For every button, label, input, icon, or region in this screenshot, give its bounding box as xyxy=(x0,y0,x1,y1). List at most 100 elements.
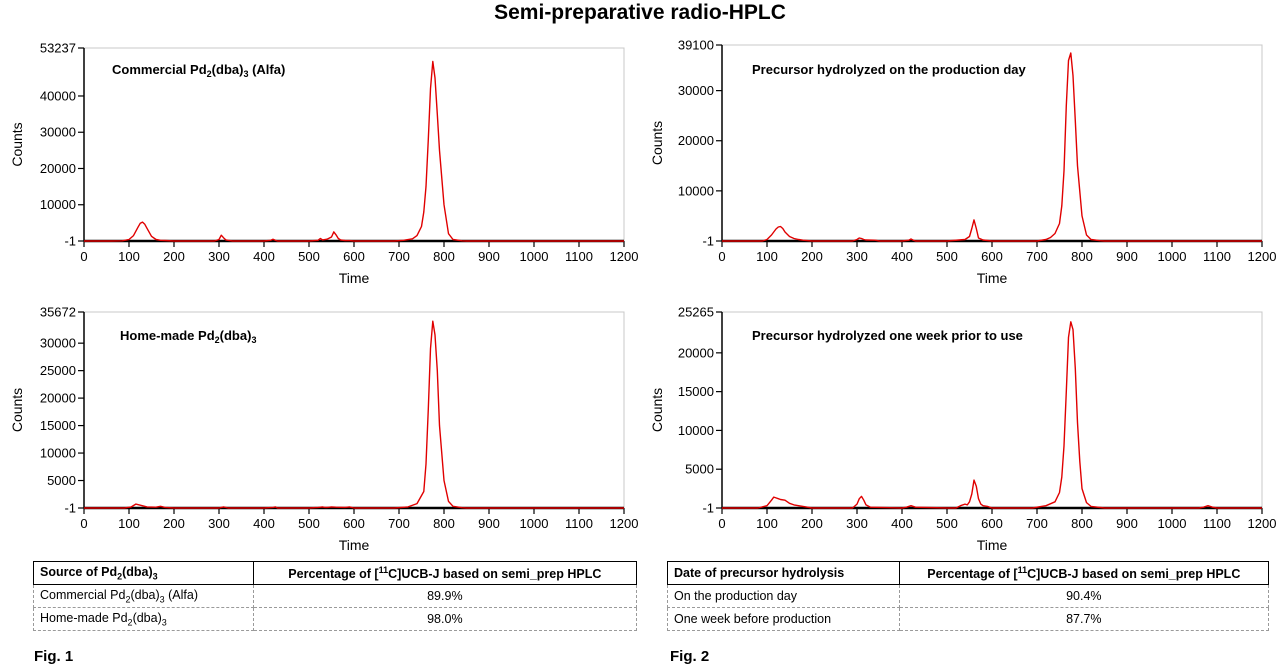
chart-home-made-pd: Home-made Pd2(dba)3 0 100 200 300 400 500 600 7… xyxy=(9,305,638,554)
table-cell-source: Commercial Pd2(dba)3 (Alfa) xyxy=(33,584,254,608)
x-tick-label: 1000 xyxy=(1158,249,1187,264)
table-cell-percentage: 90.4% xyxy=(898,584,1270,608)
y-tick-label: 25265 xyxy=(678,305,714,320)
x-tick-label: 400 xyxy=(891,249,913,264)
x-tick-label: 700 xyxy=(1026,249,1048,264)
x-tick-label: 600 xyxy=(981,516,1003,531)
series-line xyxy=(84,320,624,509)
x-tick-label: 500 xyxy=(298,249,320,264)
x-tick-label: 700 xyxy=(388,249,410,264)
x-tick-label: 700 xyxy=(1026,516,1048,531)
x-tick-label: 400 xyxy=(253,516,275,531)
y-tick-label: 40000 xyxy=(40,88,76,103)
x-axis-title: Time xyxy=(339,270,370,286)
table-header-date: Date of precursor hydrolysis xyxy=(667,561,900,585)
y-tick-label: 30000 xyxy=(40,125,76,140)
y-tick-label: 20000 xyxy=(40,161,76,176)
panel-label-home-made: Home-made Pd2(dba)3 xyxy=(120,328,256,345)
table-row: Commercial Pd2(dba)3 (Alfa) 89.9% xyxy=(33,584,638,608)
x-tick-label: 1000 xyxy=(520,516,549,531)
x-tick-label: 1100 xyxy=(565,516,593,531)
x-tick-label: 500 xyxy=(936,249,958,264)
table-cell-percentage: 87.7% xyxy=(898,607,1270,631)
panel-label-commercial: Commercial Pd2(dba)3 (Alfa) xyxy=(112,62,285,79)
series-line xyxy=(84,60,624,242)
x-tick-label: 0 xyxy=(80,516,87,531)
y-tick-label: 20000 xyxy=(40,391,76,406)
x-tick-label: 600 xyxy=(343,249,365,264)
x-tick-label: 200 xyxy=(801,249,823,264)
x-tick-label: 500 xyxy=(936,516,958,531)
x-tick-label: 1100 xyxy=(1203,516,1231,531)
y-axis-title: Counts xyxy=(9,122,25,166)
x-tick-label: 300 xyxy=(846,249,868,264)
panel-label-production-day: Precursor hydrolyzed on the production d… xyxy=(752,62,1027,77)
table-cell-percentage: 89.9% xyxy=(252,584,638,608)
x-tick-label: 400 xyxy=(253,249,275,264)
table-cell-date: One week before production xyxy=(667,607,900,631)
table-cell-source: Home-made Pd2(dba)3 xyxy=(33,607,254,631)
x-tick-label: 1200 xyxy=(1248,516,1277,531)
chart-commercial-pd: Commercial Pd2(dba)3 (Alfa) 0 100 200 300 40… xyxy=(9,41,639,287)
panel-label-one-week: Precursor hydrolyzed one week prior to u… xyxy=(752,328,1023,343)
x-tick-label: 700 xyxy=(388,516,410,531)
figure-label-2: Fig. 2 xyxy=(670,648,710,665)
y-tick-label: -1 xyxy=(64,501,76,516)
y-tick-label: -1 xyxy=(64,234,76,249)
x-tick-label: 0 xyxy=(718,249,725,264)
x-tick-label: 600 xyxy=(981,249,1003,264)
table-row: On the production day 90.4% xyxy=(667,584,1270,608)
x-tick-label: 0 xyxy=(80,249,87,264)
table-cell-date: On the production day xyxy=(667,584,900,608)
y-tick-label: 39100 xyxy=(678,38,714,53)
y-axis-title: Counts xyxy=(9,388,25,432)
y-tick-label: 25000 xyxy=(40,363,76,378)
x-tick-label: 500 xyxy=(298,516,320,531)
x-tick-label: 1000 xyxy=(1158,516,1187,531)
series-line xyxy=(722,321,1262,509)
table-header-row: Date of precursor hydrolysis Percentage … xyxy=(667,561,1270,585)
y-tick-label: -1 xyxy=(702,501,714,516)
page-title: Semi-preparative radio-HPLC xyxy=(494,1,786,24)
x-axis-title: Time xyxy=(977,537,1008,553)
x-tick-label: 600 xyxy=(343,516,365,531)
table-hydrolysis-date: Date of precursor hydrolysis Percentage … xyxy=(667,561,1270,631)
y-tick-label: 30000 xyxy=(40,336,76,351)
x-tick-label: 200 xyxy=(801,516,823,531)
table-cell-percentage: 98.0% xyxy=(252,607,638,631)
y-tick-label: 30000 xyxy=(678,83,714,98)
x-tick-label: 0 xyxy=(718,516,725,531)
table-row: One week before production 87.7% xyxy=(667,607,1270,631)
y-axis-title: Counts xyxy=(649,388,665,432)
x-tick-label: 300 xyxy=(846,516,868,531)
y-tick-label: 10000 xyxy=(678,183,714,198)
chart-hydrolyzed-one-week: Precursor hydrolyzed one week prior to u… xyxy=(649,305,1277,554)
x-tick-label: 1100 xyxy=(1203,249,1231,264)
x-tick-label: 1200 xyxy=(1248,249,1277,264)
x-tick-label: 1200 xyxy=(610,249,639,264)
y-tick-label: 5000 xyxy=(685,462,714,477)
table-header-percentage: Percentage of [11C]UCB-J based on semi_p… xyxy=(898,561,1270,585)
x-tick-label: 800 xyxy=(1071,249,1093,264)
series-line xyxy=(722,52,1262,242)
y-tick-label: -1 xyxy=(702,234,714,249)
x-axis-title: Time xyxy=(977,270,1008,286)
y-tick-label: 15000 xyxy=(40,418,76,433)
table-header-row: Source of Pd2(dba)3 Percentage of [11C]U… xyxy=(33,561,638,585)
x-tick-label: 100 xyxy=(756,516,778,531)
x-tick-label: 100 xyxy=(118,516,140,531)
x-tick-label: 100 xyxy=(118,249,140,264)
figure-label-1: Fig. 1 xyxy=(34,648,74,665)
x-tick-label: 400 xyxy=(891,516,913,531)
x-tick-label: 1100 xyxy=(565,249,593,264)
x-axis-title: Time xyxy=(339,537,370,553)
table-row: Home-made Pd2(dba)3 98.0% xyxy=(33,607,638,631)
y-tick-label: 53237 xyxy=(40,41,76,56)
y-tick-label: 10000 xyxy=(40,446,76,461)
x-tick-label: 300 xyxy=(208,516,230,531)
y-tick-label: 10000 xyxy=(678,423,714,438)
x-tick-label: 100 xyxy=(756,249,778,264)
y-tick-label: 20000 xyxy=(678,345,714,360)
x-tick-label: 900 xyxy=(1116,249,1138,264)
table-pd-source: Source of Pd2(dba)3 Percentage of [11C]U… xyxy=(33,561,638,631)
